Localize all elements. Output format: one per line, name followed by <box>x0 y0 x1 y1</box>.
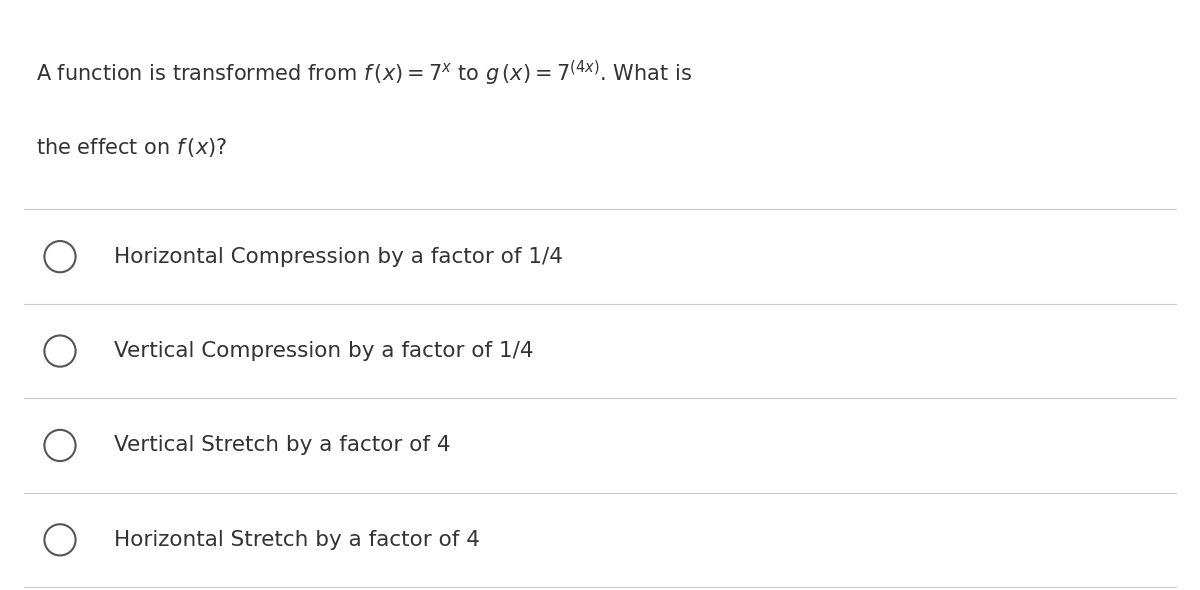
Text: Horizontal Stretch by a factor of 4: Horizontal Stretch by a factor of 4 <box>114 530 480 550</box>
Text: Vertical Compression by a factor of 1/4: Vertical Compression by a factor of 1/4 <box>114 341 534 361</box>
Text: A function is transformed from $f\,(x) = 7^x$ to $g\,(x) = 7^{(4x)}$. What is: A function is transformed from $f\,(x) =… <box>36 59 692 88</box>
Text: Horizontal Compression by a factor of 1/4: Horizontal Compression by a factor of 1/… <box>114 247 563 267</box>
Text: the effect on $f\,(x)$?: the effect on $f\,(x)$? <box>36 136 227 159</box>
Text: Vertical Stretch by a factor of 4: Vertical Stretch by a factor of 4 <box>114 435 451 455</box>
